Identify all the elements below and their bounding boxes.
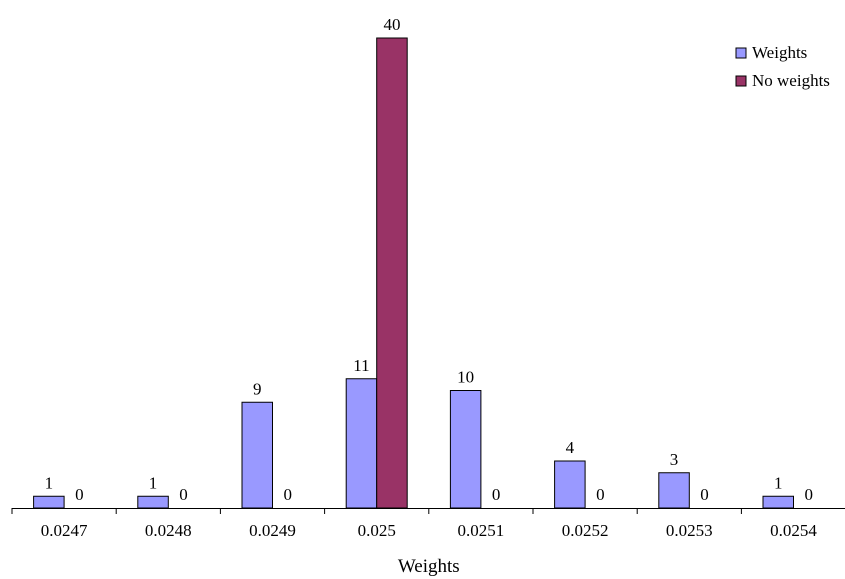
legend: Weights No weights bbox=[735, 43, 830, 90]
data-label-no-weights-0-0249: 0 bbox=[284, 485, 293, 504]
x-tick-label: 0.0249 bbox=[249, 521, 296, 540]
bar-weights-0-0247 bbox=[33, 495, 65, 509]
legend-label-no-weights: No weights bbox=[752, 71, 830, 90]
x-tick-label: 0.0254 bbox=[770, 521, 817, 540]
data-label-weights-0-0247: 1 bbox=[45, 473, 54, 492]
bar-weights-0-0252 bbox=[554, 460, 586, 509]
x-tick-label: 0.0248 bbox=[145, 521, 192, 540]
bar-weights-0-0254 bbox=[762, 495, 794, 509]
x-tick-label: 0.0252 bbox=[562, 521, 609, 540]
legend-swatch-no-weights bbox=[735, 75, 747, 87]
data-label-weights-0-0249: 9 bbox=[253, 379, 262, 398]
legend-swatch-weights bbox=[735, 47, 747, 59]
x-tick-label: 0.0251 bbox=[458, 521, 505, 540]
bar-weights-0-025 bbox=[345, 378, 378, 509]
data-label-weights-0-0248: 1 bbox=[149, 473, 158, 492]
x-tick-label: 0.0253 bbox=[666, 521, 713, 540]
data-label-no-weights-0-0253: 0 bbox=[700, 485, 709, 504]
data-label-no-weights-0-0247: 0 bbox=[75, 485, 84, 504]
data-label-no-weights-0-0248: 0 bbox=[179, 485, 188, 504]
bar-no-weights-0-025 bbox=[376, 37, 408, 509]
data-label-weights-0-0251: 10 bbox=[457, 368, 474, 387]
x-axis-title: Weights bbox=[398, 556, 460, 577]
data-label-weights-0-0253: 3 bbox=[670, 450, 679, 469]
bars-group bbox=[33, 37, 794, 509]
data-label-no-weights-0-0254: 0 bbox=[805, 485, 814, 504]
data-label-no-weights-0-0251: 0 bbox=[492, 485, 501, 504]
bar-weights-0-0248 bbox=[137, 495, 169, 509]
data-label-weights-0-0254: 1 bbox=[774, 473, 783, 492]
bar-weights-0-0251 bbox=[449, 390, 482, 509]
x-tick-label: 0.025 bbox=[358, 521, 396, 540]
x-tick-labels: 0.0247 0.0248 0.0249 0.025 0.0251 0.0252 0.025… bbox=[41, 521, 818, 540]
data-label-no-weights-0-0252: 0 bbox=[596, 485, 605, 504]
x-axis bbox=[11, 508, 845, 514]
bar-weights-0-0253 bbox=[658, 472, 690, 509]
bar-weights-0-0249 bbox=[241, 401, 273, 509]
legend-label-weights: Weights bbox=[752, 43, 807, 62]
data-label-weights-0-0252: 4 bbox=[566, 438, 575, 457]
x-tick-label: 0.0247 bbox=[41, 521, 88, 540]
data-label-no-weights-0-025: 40 bbox=[383, 15, 400, 34]
data-label-weights-0-025: 11 bbox=[353, 356, 369, 375]
